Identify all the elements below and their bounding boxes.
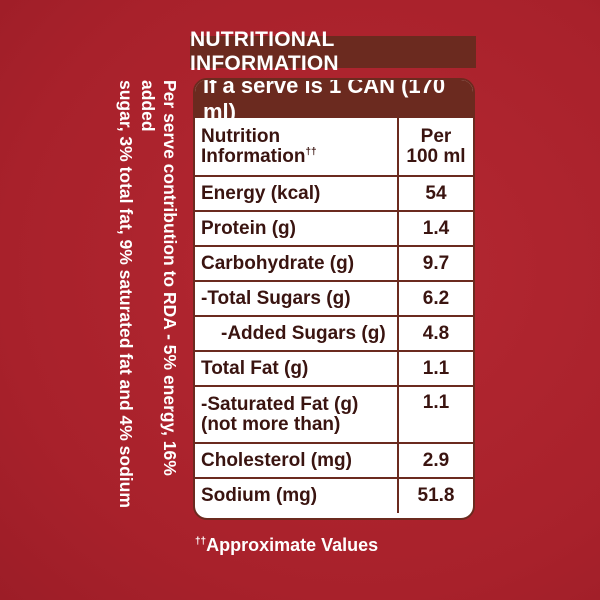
header-per-line2: 100 ml [406,145,466,167]
header-nutrient-line2: Information [201,145,306,167]
footnote-sup: †† [195,536,207,547]
nutrient-label-multiline: -Saturated Fat (g) (not more than) [195,386,398,444]
nutrition-heading: NUTRITIONAL INFORMATION [190,28,476,75]
nutrient-label: -Saturated Fat (g) [201,393,359,415]
rda-line-2: sugar, 3% total fat, 9% saturated fat an… [116,80,137,508]
rda-side-note: Per serve contribution to RDA - 5% energ… [116,80,180,520]
nutrient-label: Energy (kcal) [195,176,398,212]
nutrient-label: -Total Sugars (g) [195,281,398,317]
nutrient-label: Cholesterol (mg) [195,443,398,479]
nutrient-label: Sodium (mg) [201,485,318,507]
table-row: Cholesterol (mg) 2.9 [195,443,473,479]
footnote-text: Approximate Values [206,535,379,555]
table-row: -Saturated Fat (g) (not more than) 1.1 [195,386,473,444]
nutrient-label-sub: (not more than) [201,413,341,435]
table-row: -Total Sugars (g) 6.2 [195,281,473,317]
table-header-row: Nutrition Information†† Per 100 ml [195,118,473,177]
nutrient-value: 2.9 [397,443,473,479]
serve-size-text: If a serve is 1 CAN (170 ml) [203,78,446,124]
nutrient-label: -Added Sugars (g) [195,316,398,352]
nutrient-value: 54 [397,176,473,212]
table-row: Sodium (mg) 51.8 [195,478,473,513]
nutrient-value: 9.7 [397,246,473,282]
nutrient-label: Carbohydrate (g) [195,246,398,282]
nutrient-value: 1.4 [397,211,473,247]
header-per-cell: Per 100 ml [397,118,473,177]
table-row: Total Fat (g) 1.1 [195,351,473,387]
table-row: Protein (g) 1.4 [195,211,473,247]
nutrition-table-box: If a serve is 1 CAN (170 ml) Nutrition I… [193,78,475,520]
nutrient-label: Total Fat (g) [195,351,398,387]
table-row: -Added Sugars (g) 4.8 [195,316,473,352]
header-nutrient-sup: †† [305,146,317,158]
footnote: ††Approximate Values [195,535,378,556]
header-per-line1: Per [420,125,452,147]
nutrition-table: Nutrition Information†† Per 100 ml Energ… [195,118,473,513]
table-row: Energy (kcal) 54 [195,176,473,212]
nutrition-heading-text: NUTRITIONAL INFORMATION [190,28,339,75]
nutrient-value: 1.1 [397,386,473,444]
header-nutrient-cell: Nutrition Information†† [195,118,398,177]
nutrient-label: Protein (g) [195,211,398,247]
nutrient-value: 1.1 [397,351,473,387]
table-row: Carbohydrate (g) 9.7 [195,246,473,282]
rda-side-note-text: Per serve contribution to RDA - 5% energ… [114,80,180,520]
rda-line-1: Per serve contribution to RDA - 5% energ… [138,80,180,476]
nutrient-value: 51.8 [397,478,473,513]
nutrient-value: 4.8 [397,316,473,352]
nutrient-value: 6.2 [397,281,473,317]
serve-size-band: If a serve is 1 CAN (170 ml) [195,80,473,124]
header-nutrient-line1: Nutrition [201,125,281,147]
